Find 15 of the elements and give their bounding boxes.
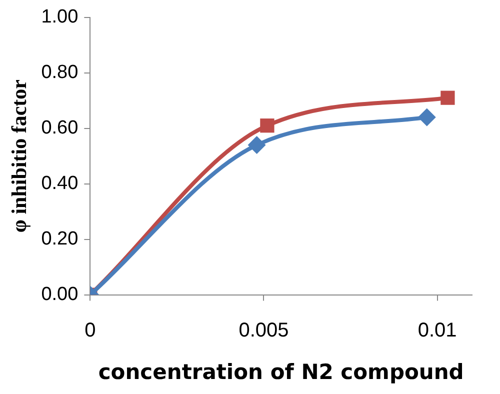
y-tick-label: 0.60 — [41, 118, 78, 139]
y-tick-label: 0.40 — [41, 173, 78, 194]
point — [440, 90, 455, 105]
x-tick-label: 0 — [84, 319, 96, 342]
x-axis-title: concentration of N2 compound — [98, 360, 464, 384]
point — [248, 136, 266, 154]
point — [260, 118, 274, 133]
y-tick-label: 0.20 — [41, 228, 78, 250]
y-tick-label: 0.00 — [41, 284, 78, 306]
point — [418, 108, 436, 126]
x-tick-label: 0.01 — [418, 319, 457, 342]
x-tick-label: 0.005 — [238, 319, 289, 342]
y-axis-title: φ inhibitio factor — [7, 80, 32, 233]
y-tick-label: 1.00 — [41, 6, 78, 28]
y-tick-label: 0.80 — [41, 62, 78, 84]
